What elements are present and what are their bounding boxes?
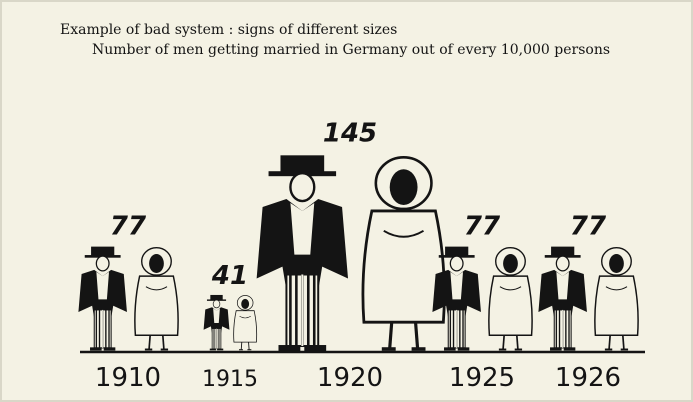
groom-shirt <box>96 271 110 300</box>
groom-shirt <box>290 202 315 255</box>
bride-dress-detail <box>239 316 251 319</box>
groom-head <box>289 172 316 203</box>
value-label-1926: 77 <box>570 212 607 242</box>
bride-figure-1926 <box>594 246 639 351</box>
pictogram-1915: 41 1915 <box>202 261 258 392</box>
year-label-1910: 1910 <box>95 363 161 393</box>
groom-head <box>212 299 221 309</box>
year-label-1920: 1920 <box>317 363 383 393</box>
bride-leg <box>248 342 250 350</box>
groom-top-hat <box>551 246 575 257</box>
groom-shoe <box>217 348 224 351</box>
groom-shoe <box>444 347 456 351</box>
bride-leg <box>502 335 505 350</box>
groom-figure-1926 <box>538 246 587 351</box>
groom-shirt <box>450 271 464 300</box>
groom-shoe <box>304 345 327 351</box>
bride-dress <box>488 275 533 336</box>
groom-shoe <box>209 348 216 351</box>
groom-shirt <box>556 271 570 300</box>
bride-dress <box>233 310 258 343</box>
pictogram-1926: 77 1926 <box>538 212 639 393</box>
bride-dress-detail <box>499 286 522 291</box>
year-label-1925: 1925 <box>449 363 515 393</box>
bride-dress <box>594 275 639 336</box>
year-label-1915: 1915 <box>202 367 258 392</box>
bride-face-shadow <box>389 169 418 205</box>
groom-head <box>555 255 570 272</box>
bride-leg <box>608 335 611 350</box>
groom-shirt <box>213 308 220 324</box>
groom-head <box>95 255 110 272</box>
bride-leg <box>413 322 420 349</box>
bride-face-shadow <box>503 254 518 273</box>
bride-dress <box>134 275 179 336</box>
year-label-1926: 1926 <box>555 363 621 393</box>
bride-face-shadow <box>609 254 624 273</box>
chart-title: Example of bad system : signs of differe… <box>60 22 398 38</box>
groom-top-hat <box>91 246 115 257</box>
groom-top-hat <box>210 294 223 301</box>
pictogram-1920: 145 1920 <box>256 118 446 393</box>
bride-figure-1920 <box>361 156 446 351</box>
groom-shoe <box>457 347 470 351</box>
bride-leg <box>161 335 165 350</box>
bride-figure-1915 <box>233 295 258 351</box>
bride-dress <box>361 209 446 324</box>
bride-leg <box>515 335 519 350</box>
bride-leg <box>621 335 625 350</box>
groom-top-hat <box>445 246 469 257</box>
value-label-1925: 77 <box>464 212 501 242</box>
groom-head <box>449 255 464 272</box>
groom-shoe <box>278 345 301 351</box>
value-label-1910: 77 <box>110 212 147 242</box>
bride-figure-1925 <box>488 246 533 351</box>
groom-figure-1910 <box>78 246 127 351</box>
value-label-1915: 41 <box>211 261 248 291</box>
chart-subtitle: Number of men getting married in Germany… <box>92 42 611 58</box>
bride-leg <box>240 342 243 350</box>
groom-figure-1925 <box>432 246 481 351</box>
pictogram-1910: 77 1910 <box>78 212 179 393</box>
bride-leg <box>148 335 151 350</box>
bride-figure-1910 <box>134 246 179 351</box>
bride-dress-detail <box>605 286 628 291</box>
bride-dress-detail <box>383 229 425 238</box>
groom-shoe <box>563 347 576 351</box>
chart-marks: 77 1910 41 1915 145 1920 77 1925 77 1926 <box>78 118 639 393</box>
bride-dress-detail <box>145 286 168 291</box>
bride-face-shadow <box>149 254 164 273</box>
groom-top-hat <box>280 155 325 174</box>
groom-figure-1915 <box>203 294 230 351</box>
value-label-1920: 145 <box>323 118 377 148</box>
bride-face-shadow <box>241 298 250 309</box>
groom-shoe <box>90 347 102 351</box>
bride-leg <box>388 322 394 349</box>
pictogram-1925: 77 1925 <box>432 212 533 393</box>
groom-figure-1920 <box>256 155 349 351</box>
groom-shoe <box>550 347 562 351</box>
groom-shoe <box>103 347 116 351</box>
